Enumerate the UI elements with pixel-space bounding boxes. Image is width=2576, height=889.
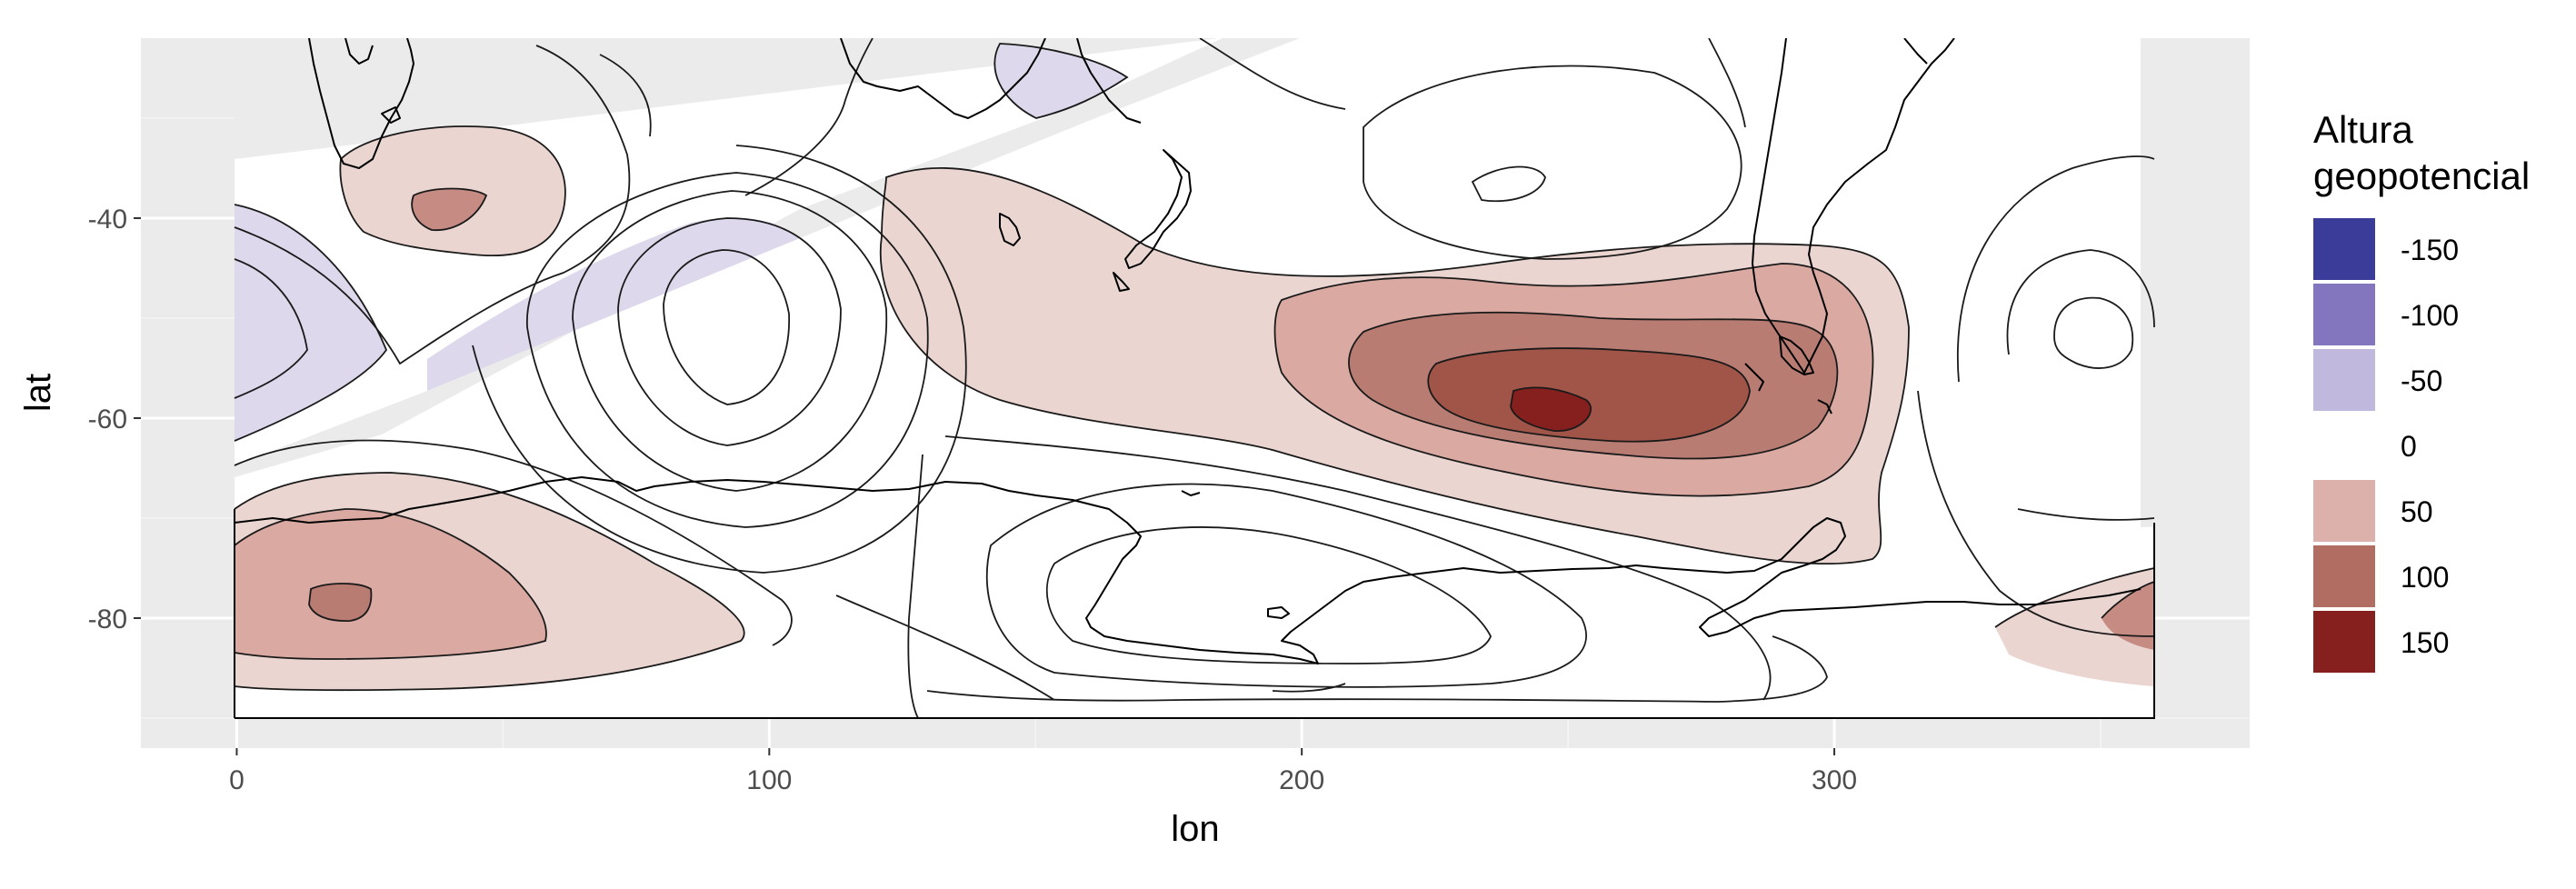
legend-label: 0 [2401,430,2417,463]
legend-swatch [2313,480,2375,542]
pos-region-pacific-125 [1428,348,1750,442]
legend-label: 150 [2401,626,2449,659]
missing-data-diagonal [235,38,1300,477]
x-tick-label: 100 [746,765,792,795]
contour-lines [234,38,2155,719]
legend-swatch [2313,349,2375,411]
legend-swatch [2313,611,2375,673]
y-tick-label: -60 [88,405,127,435]
y-tick-label: -80 [88,604,127,634]
pos-region-se-50 [1995,568,2154,686]
legend-swatch [2313,545,2375,607]
legend-title-line-2: geopotencial [2313,155,2530,197]
axis-ticks [134,217,1836,755]
x-axis-title: lon [1171,809,1219,849]
pos-region-pacific-150 [1511,387,1592,432]
legend: Altura geopotencial -150 -100 -50 0 50 100 150 [2313,108,2530,673]
coastlines [234,38,2142,664]
south-america-coast [1752,38,1955,374]
x-tick-labels: 0 100 200 300 [229,765,1857,795]
x-tick-label: 200 [1279,765,1324,795]
pos-region-se-100 [2102,582,2154,650]
y-tick-label: -40 [88,205,127,235]
y-tick-labels: -40 -60 -80 [88,205,127,634]
legend-keys: -150 -100 -50 0 50 100 150 [2313,218,2459,673]
y-axis-title: lat [18,374,58,412]
neg-region-diagonal [427,217,800,391]
legend-swatch [2313,284,2375,345]
legend-label: -150 [2401,234,2459,266]
legend-swatch [2313,415,2375,476]
legend-label: -50 [2401,365,2442,397]
legend-label: -100 [2401,299,2459,332]
neg-region-west [235,205,386,441]
missing-data-right-gap [2141,38,2250,527]
australia-coast [840,38,1046,119]
pos-region-sw-75 [235,509,546,659]
pos-region-sw-100 [309,584,372,622]
new-zealand-coast [1124,149,1192,269]
africa-coast [308,38,414,169]
legend-label: 50 [2401,495,2433,528]
data-domain-border [234,509,2155,719]
pos-region-africa-100 [412,188,486,231]
x-tick-label: 300 [1812,765,1857,795]
legend-title-line-1: Altura [2313,108,2413,151]
legend-swatch [2313,218,2375,280]
antarctica-coast [234,476,2142,664]
legend-label: 100 [2401,561,2449,594]
x-tick-label: 0 [229,765,245,795]
